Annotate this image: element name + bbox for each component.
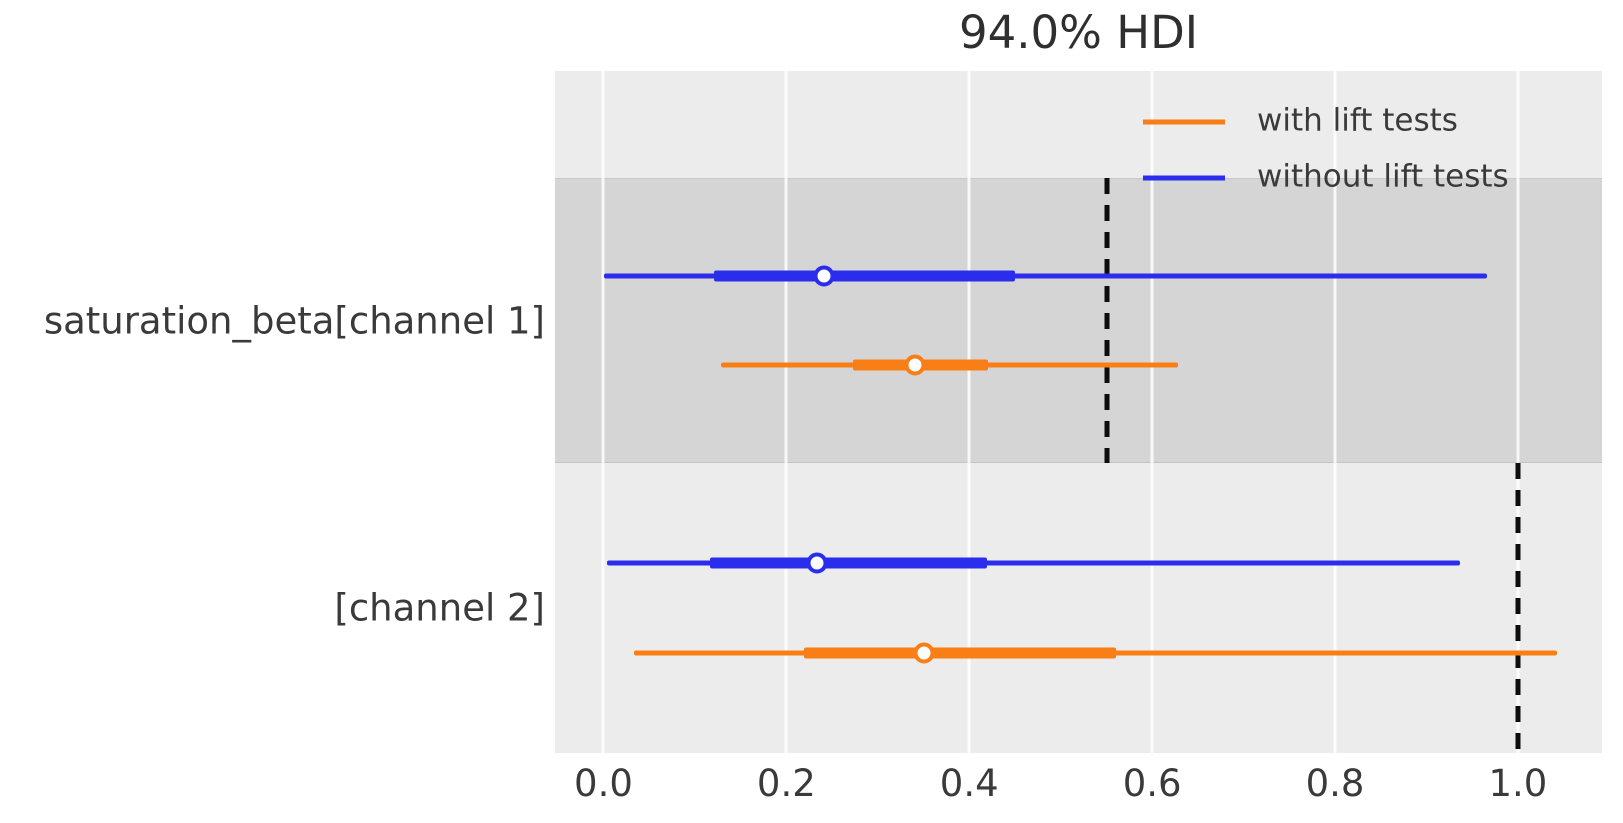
gridline (1333, 71, 1337, 753)
plot-title: 94.0% HDI (958, 6, 1199, 59)
gridline (967, 71, 971, 753)
median-marker (913, 642, 935, 664)
y-axis-label: saturation_beta[channel 1] (43, 299, 545, 342)
x-tick-label: 1.0 (1488, 762, 1548, 805)
x-tick-label: 0.0 (574, 762, 633, 805)
reference-line (1515, 463, 1521, 753)
x-tick-label: 0.6 (1122, 762, 1182, 805)
legend-label: without lift tests (1257, 158, 1509, 195)
gridline (1150, 71, 1154, 753)
hdi-thin-line (607, 560, 1461, 566)
plot-area: with lift tests without lift tests (555, 71, 1602, 753)
gridline (601, 71, 605, 753)
x-tick-label: 0.2 (756, 762, 816, 805)
gridline (1516, 71, 1520, 753)
x-tick-label: 0.4 (939, 762, 999, 805)
median-marker (813, 265, 835, 287)
hdi-thick-line (803, 647, 1116, 659)
channel-band (555, 178, 1602, 463)
median-marker (806, 552, 828, 574)
gridline (784, 71, 788, 753)
reference-line (1104, 178, 1110, 463)
hdi-thick-line (709, 557, 987, 569)
legend-line-sample (1143, 175, 1225, 181)
legend-line-sample (1143, 119, 1225, 125)
median-marker (904, 354, 926, 376)
legend: with lift tests without lift tests (555, 71, 1602, 195)
y-axis-label: [channel 2] (334, 586, 545, 630)
hdi-thin-line (604, 273, 1487, 279)
hdi-thick-line (714, 270, 1015, 282)
x-tick-label: 0.8 (1305, 762, 1365, 805)
legend-label: with lift tests (1257, 102, 1458, 139)
